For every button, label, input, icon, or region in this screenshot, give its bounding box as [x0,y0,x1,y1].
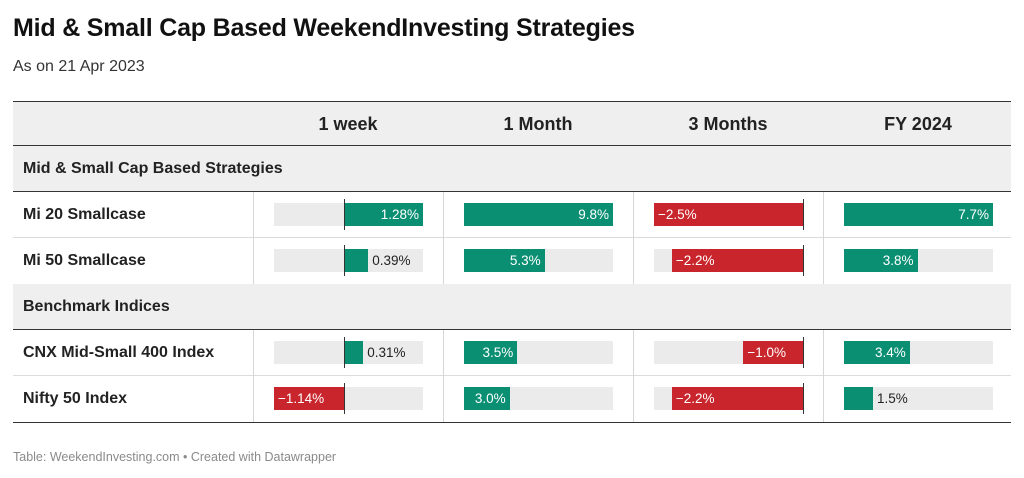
value-label: −1.14% [278,391,325,406]
value-cell: 3.4% [823,330,1013,376]
column-header: FY 2024 [884,114,952,134]
group-header: Benchmark Indices [13,284,1011,330]
value-label: 1.5% [877,391,908,406]
data-table: 1 week 1 Month 3 Months FY 2024 Mid & Small… [13,101,1011,423]
value-label: 3.0% [474,391,506,406]
bar-track: 3.0% [464,387,613,410]
value-label: 0.31% [367,345,406,360]
value-cell: 3.8% [823,238,1013,284]
value-cell: 7.7% [823,192,1013,238]
value-cell: 0.39% [253,238,443,284]
positive-bar [464,387,510,410]
bar-track: −1.14% [274,383,423,414]
bar-track: 3.5% [464,341,613,364]
column-header: 3 Months [688,114,768,134]
zero-line [803,383,804,414]
negative-bar [654,203,803,226]
zero-line [344,199,346,230]
negative-bar [671,249,803,272]
table-row: CNX Mid-Small 400 Index 0.31% 3.5% −1.0% 3.4… [13,330,1011,376]
bar-track: 9.8% [464,203,613,226]
bar-track: −1.0% [654,337,804,368]
column-header: 1 Month [503,114,573,134]
bar-track: 1.28% [274,199,423,230]
value-cell: 1.28% [253,192,443,238]
bar-track: 5.3% [464,249,613,272]
chart-title: Mid & Small Cap Based WeekendInvesting S… [13,14,635,42]
value-label: 9.8% [578,207,609,222]
value-label: 5.3% [509,253,541,268]
group-label: Mid & Small Cap Based Strategies [23,160,283,177]
zero-line [344,245,346,276]
value-label: 3.8% [882,253,914,268]
positive-bar [344,203,423,226]
bar-track: −2.2% [654,245,804,276]
bar-track: 1.5% [844,387,993,410]
value-cell: 3.0% [443,376,633,422]
positive-bar [464,249,545,272]
bar-track: 0.31% [274,337,423,368]
value-cell: −1.14% [253,376,443,422]
footer-credit: Table: WeekendInvesting.com • Created wi… [13,450,337,464]
bar-track: 0.39% [274,245,423,276]
value-label: −2.2% [675,253,715,268]
zero-line [344,337,346,368]
bar-track: 3.8% [844,249,993,272]
positive-bar [464,203,613,226]
negative-bar [743,341,803,364]
zero-line [803,199,804,230]
value-label: 3.4% [875,345,906,360]
bar-track: −2.2% [654,383,804,414]
row-label: CNX Mid-Small 400 Index [23,344,215,361]
value-label: 0.39% [372,253,411,268]
value-cell: 1.5% [823,376,1013,422]
value-label: −1.0% [747,345,787,360]
table-row: Mi 20 Smallcase 1.28% 9.8% −2.5% 7.7% [13,192,1011,238]
value-cell: 5.3% [443,238,633,284]
table-row: Nifty 50 Index −1.14% 3.0% −2.2% 1.5% [13,376,1011,422]
negative-bar [671,387,803,410]
bar-track: 3.4% [844,341,993,364]
group-label: Benchmark Indices [23,298,170,315]
value-cell: 0.31% [253,330,443,376]
positive-bar [344,249,369,272]
value-label: 1.28% [380,207,419,222]
value-label: −2.5% [658,207,697,222]
column-header: 1 week [318,114,378,134]
value-cell: 9.8% [443,192,633,238]
value-cell: −2.5% [633,192,823,238]
zero-line [803,337,804,368]
row-label: Mi 20 Smallcase [23,206,146,223]
positive-bar [844,203,993,226]
row-label: Nifty 50 Index [23,390,128,407]
bar-track: −2.5% [654,199,804,230]
bar-track: 7.7% [844,203,993,226]
value-cell: 3.5% [443,330,633,376]
positive-bar [844,249,918,272]
table-row: Mi 50 Smallcase 0.39% 5.3% −2.2% 3.8% [13,238,1011,284]
chart-subtitle: As on 21 Apr 2023 [13,58,145,75]
value-cell: −2.2% [633,238,823,284]
table-header: 1 week 1 Month 3 Months FY 2024 [13,102,1011,146]
value-cell: −2.2% [633,376,823,422]
value-label: −2.2% [675,391,715,406]
zero-line [344,383,346,414]
positive-bar [344,341,364,364]
positive-bar [464,341,518,364]
value-label: 7.7% [958,207,989,222]
value-cell: −1.0% [633,330,823,376]
zero-line [803,245,804,276]
positive-bar [844,387,874,410]
positive-bar [844,341,910,364]
row-label: Mi 50 Smallcase [23,252,146,269]
group-header: Mid & Small Cap Based Strategies [13,146,1011,192]
value-label: 3.5% [482,345,514,360]
negative-bar [274,387,345,410]
